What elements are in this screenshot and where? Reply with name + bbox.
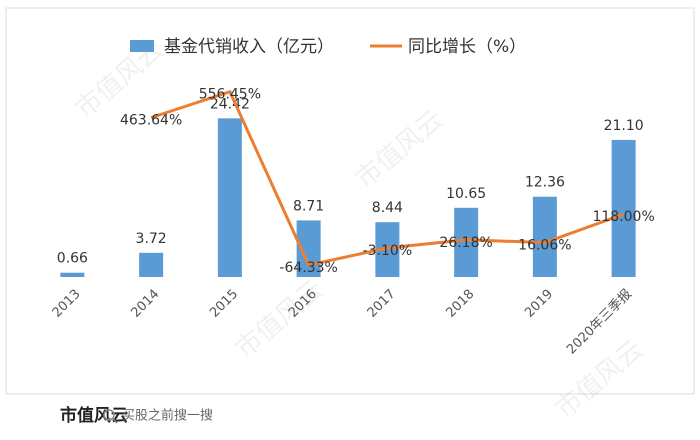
line-value-label: -64.33% — [279, 260, 337, 276]
line-value-label: 16.06% — [518, 238, 571, 254]
bar — [60, 272, 85, 277]
legend-swatch — [130, 40, 154, 52]
bar-value-label: 12.36 — [525, 175, 565, 191]
bar-value-label: 24.42 — [210, 96, 250, 112]
bar-value-label: 10.65 — [446, 186, 486, 202]
footer-logo: 市值风云 — [60, 405, 128, 426]
footer-search: 买股之前搜一搜 — [122, 408, 213, 424]
bar — [217, 118, 242, 278]
search-icon — [103, 409, 115, 421]
bar-value-label: 8.71 — [293, 198, 324, 214]
legend-label: 基金代销收入（亿元） — [164, 37, 334, 57]
bar-value-label: 0.66 — [57, 251, 88, 267]
bar — [532, 196, 557, 277]
legend-label: 同比增长（%） — [408, 37, 526, 57]
bar-value-label: 3.72 — [136, 231, 167, 247]
bar-value-label: 21.10 — [604, 118, 644, 134]
bar-value-label: 8.44 — [372, 200, 403, 216]
line-value-label: 118.00% — [592, 209, 654, 225]
line — [150, 89, 625, 267]
bar — [611, 139, 636, 277]
bar — [454, 207, 479, 277]
search-icon-handle — [112, 418, 118, 424]
line-value-label: 463.64% — [120, 113, 182, 129]
line-value-label: -3.10% — [363, 243, 413, 259]
bar — [139, 252, 164, 277]
chart-frame — [5, 7, 695, 395]
line-value-label: 556.45% — [199, 87, 261, 103]
line-value-label: 26.18% — [439, 235, 492, 251]
